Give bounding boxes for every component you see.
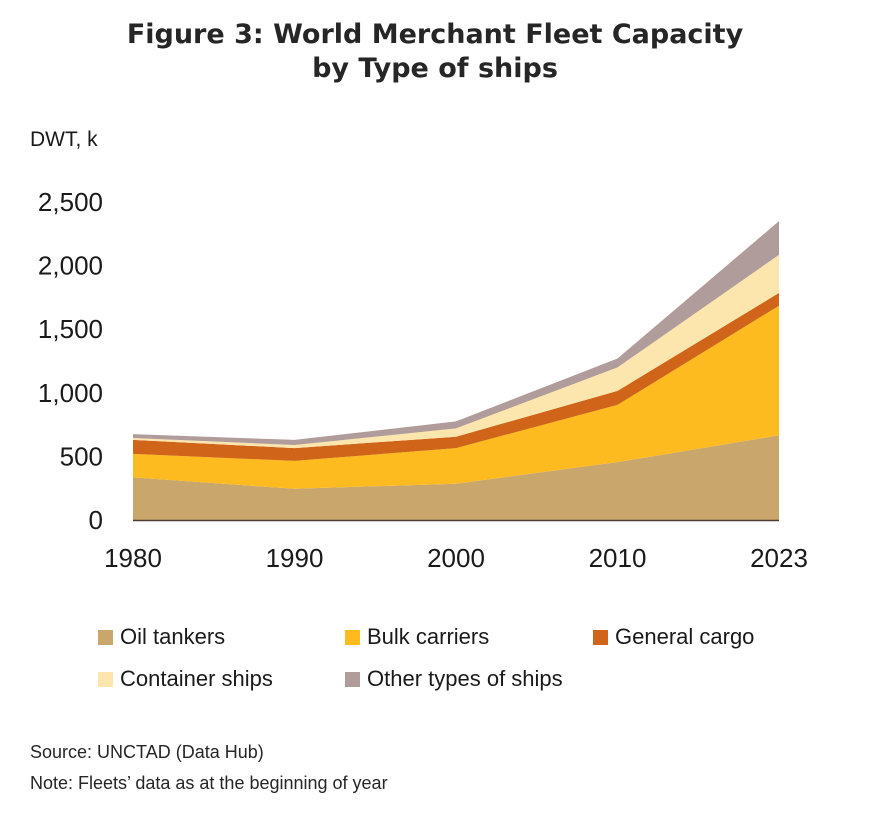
y-tick-label: 2,000 <box>38 251 103 281</box>
y-axis-unit-label: DWT, k <box>30 128 98 151</box>
y-tick-label: 1,500 <box>38 314 103 344</box>
area-container-ships <box>133 254 779 449</box>
source-note: Source: UNCTAD (Data Hub) <box>30 742 264 762</box>
chart-title: Figure 3: World Merchant Fleet Capacity … <box>0 18 870 86</box>
x-tick-label: 1990 <box>266 543 324 573</box>
data-note: Note: Fleets’ data as at the beginning o… <box>30 773 388 793</box>
x-tick-label: 1980 <box>104 543 162 573</box>
y-tick-label: 1,000 <box>38 378 103 408</box>
chart-title-line-2: by Type of ships <box>312 53 558 84</box>
y-tick-label: 2,500 <box>38 187 103 217</box>
area-oil-tankers <box>133 435 779 520</box>
area-other-types-of-ships <box>133 221 779 445</box>
chart-title-line-1: Figure 3: World Merchant Fleet Capacity <box>126 19 744 50</box>
y-tick-label: 0 <box>89 505 103 535</box>
y-tick-label: 500 <box>60 441 103 471</box>
x-tick-label: 2010 <box>589 543 647 573</box>
chart-notes: Source: UNCTAD (Data Hub) Note: Fleets’ … <box>30 737 388 799</box>
area-bulk-carriers <box>133 305 779 489</box>
x-tick-label: 2023 <box>750 543 808 573</box>
x-tick-label: 2000 <box>427 543 485 573</box>
area-general-cargo <box>133 292 779 461</box>
